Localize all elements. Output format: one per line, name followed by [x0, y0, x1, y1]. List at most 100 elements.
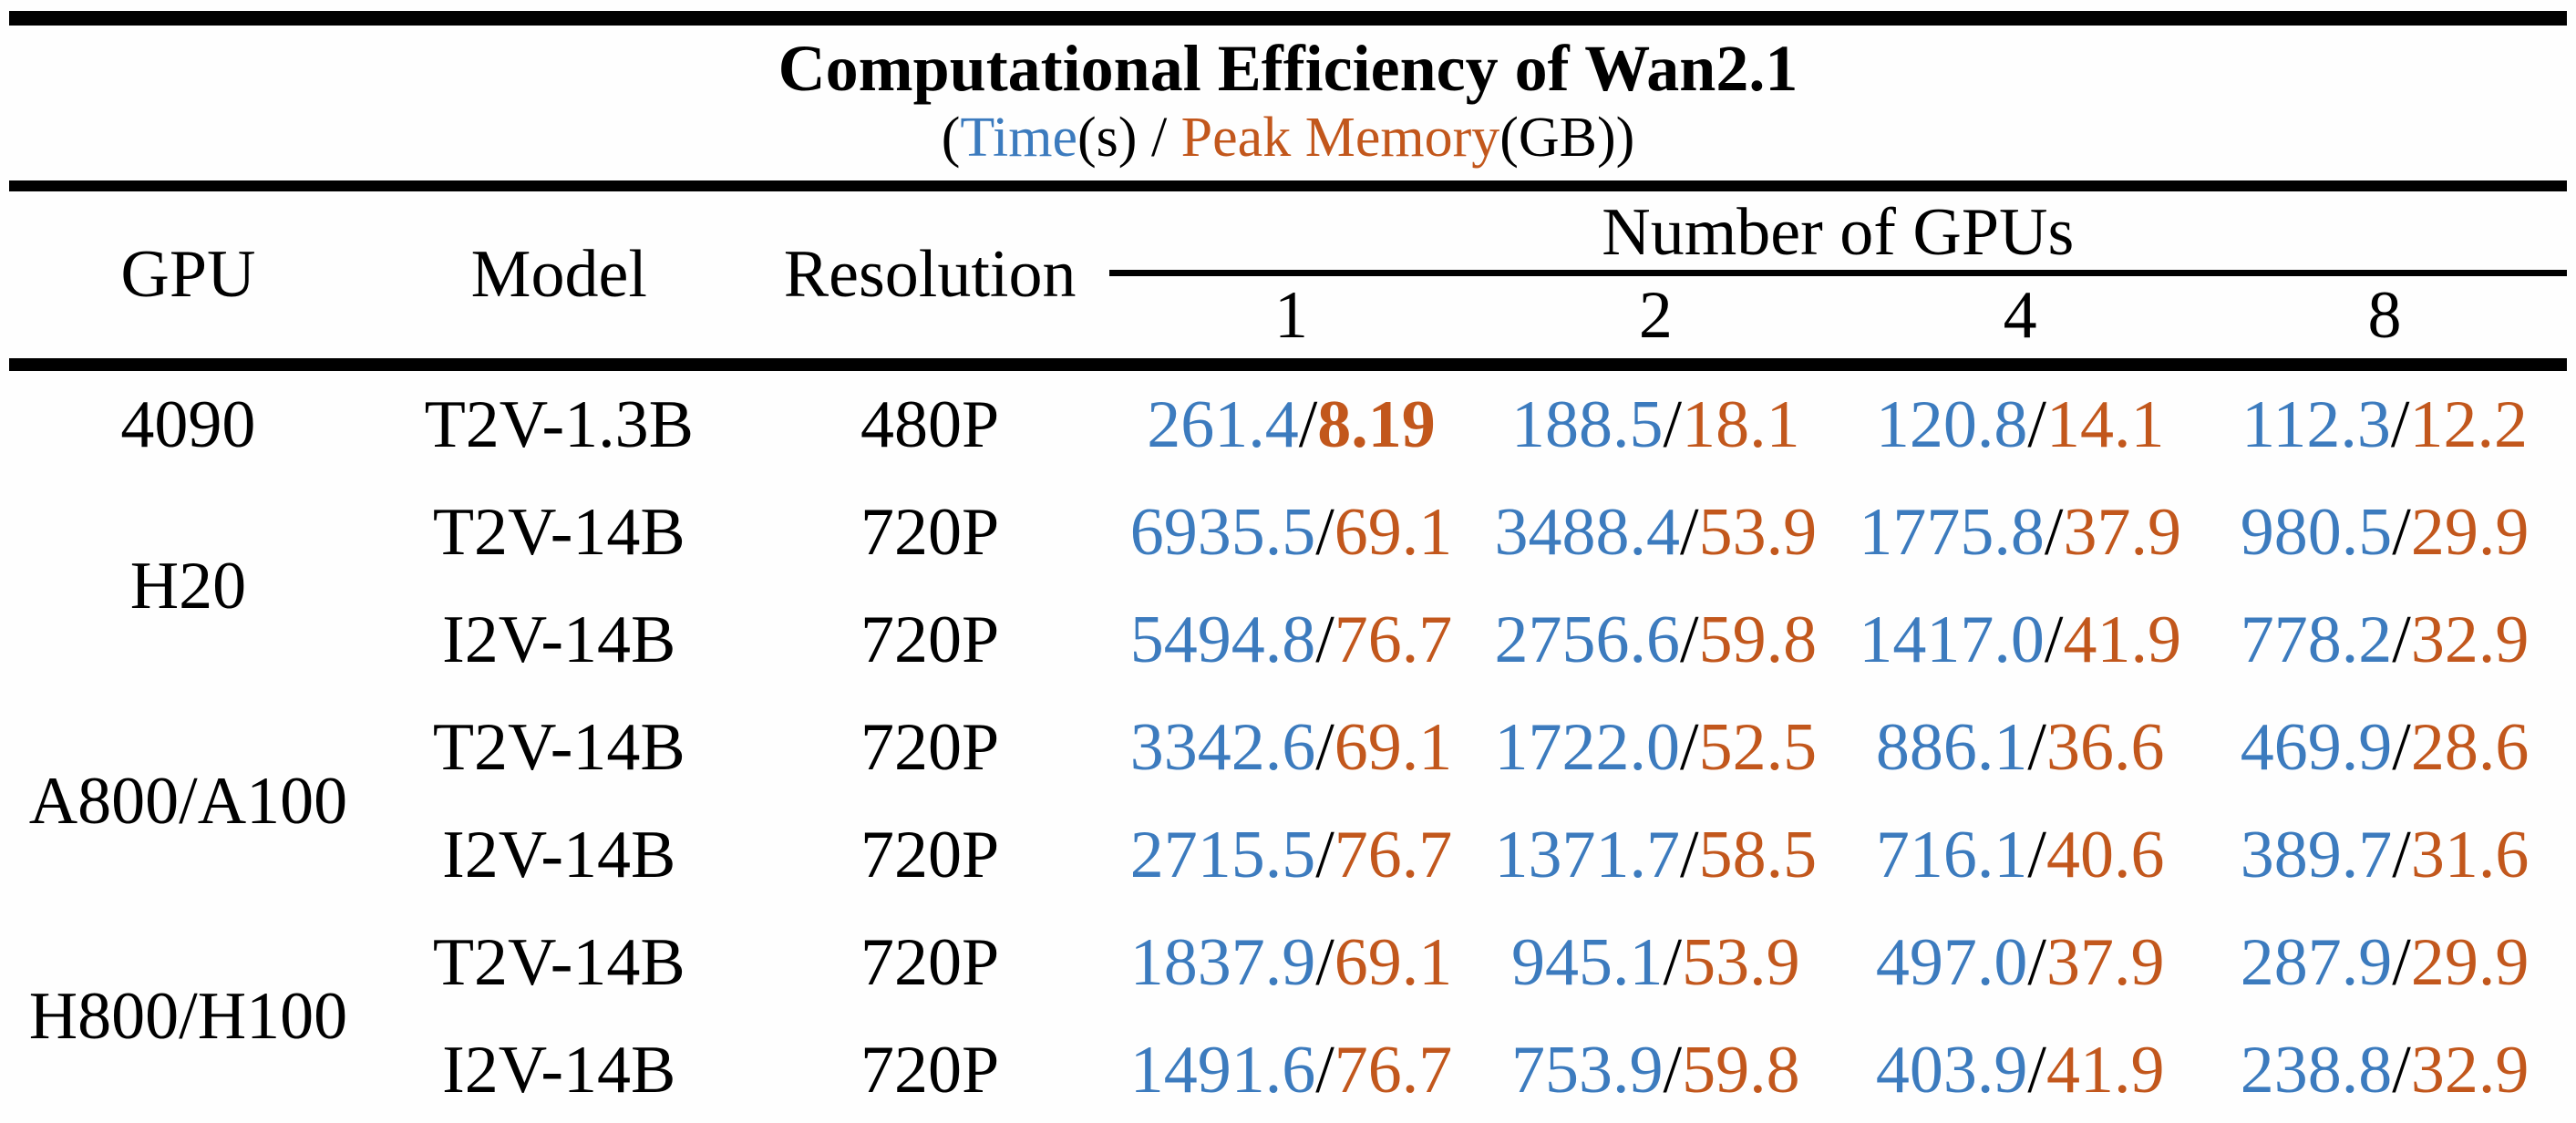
slash-separator: / [2392, 602, 2411, 677]
slash-separator: / [2027, 817, 2046, 892]
metric-cell: 753.9/59.8 [1473, 1016, 1838, 1123]
time-value: 3342.6 [1129, 709, 1316, 785]
memory-value: 40.6 [2045, 817, 2165, 892]
col-header-resolution: Resolution [750, 185, 1109, 371]
slash-separator: / [1680, 494, 1699, 570]
metric-cell: 3342.6/69.1 [1109, 694, 1474, 801]
metric-cell: 112.3/12.2 [2202, 365, 2567, 479]
slash-separator: / [2044, 494, 2064, 570]
gpu-cell: 4090 [120, 386, 256, 462]
memory-value: 69.1 [1334, 924, 1453, 1000]
time-value: 6935.5 [1129, 494, 1316, 570]
time-unit: (s) [1077, 106, 1138, 169]
memory-value: 31.6 [2410, 817, 2530, 892]
slash-separator: / [2027, 709, 2046, 785]
memory-value: 69.1 [1334, 494, 1453, 570]
slash-separator: / [1298, 386, 1318, 462]
slash-separator: / [1663, 386, 1683, 462]
col-header-gpus-8: 8 [2202, 273, 2567, 371]
time-value: 1837.9 [1129, 924, 1316, 1000]
resolution-cell: 720P [860, 817, 1000, 892]
table-body: 4090 T2V-1.3B 480P 261.4/8.19 188.5/18.1 120.… [9, 365, 2567, 1123]
memory-value: 41.9 [2063, 602, 2181, 677]
time-value: 1371.7 [1494, 817, 1681, 892]
resolution-cell: 720P [860, 924, 1000, 1000]
time-value: 389.7 [2240, 817, 2393, 892]
memory-value: 53.9 [1698, 494, 1818, 570]
model-cell: T2V-1.3B [424, 386, 694, 462]
slash-separator: / [2392, 709, 2411, 785]
time-value: 980.5 [2240, 494, 2393, 570]
table-title: Computational Efficiency of Wan2.1 [778, 32, 1798, 105]
col-header-gpus-2: 2 [1473, 273, 1839, 371]
metric-cell: 886.1/36.6 [1838, 694, 2202, 801]
model-cell: T2V-14B [432, 494, 685, 570]
slash-separator: / [1680, 709, 1699, 785]
memory-value: 76.7 [1334, 602, 1453, 677]
model-cell: I2V-14B [442, 817, 676, 892]
metric-cell: 403.9/41.9 [1838, 1016, 2202, 1123]
memory-value: 37.9 [2045, 924, 2165, 1000]
time-value: 778.2 [2240, 602, 2393, 677]
time-value: 469.9 [2240, 709, 2393, 785]
slash-separator: / [1315, 709, 1334, 785]
memory-value: 18.1 [1682, 386, 1800, 462]
subtitle-separator: / [1137, 106, 1181, 169]
slash-separator: / [1315, 494, 1334, 570]
time-label: Time [960, 106, 1078, 169]
col-header-gpu: GPU [9, 185, 367, 371]
slash-separator: / [2044, 602, 2064, 677]
memory-value: 59.8 [1682, 1032, 1800, 1108]
slash-separator: / [2027, 386, 2046, 462]
slash-separator: / [1315, 817, 1334, 892]
slash-separator: / [1663, 1032, 1683, 1108]
metric-cell: 2756.6/59.8 [1473, 586, 1838, 694]
metric-cell: 5494.8/76.7 [1109, 586, 1474, 694]
memory-value: 32.9 [2410, 602, 2530, 677]
time-value: 753.9 [1511, 1032, 1664, 1108]
model-cell: T2V-14B [432, 709, 685, 785]
time-value: 403.9 [1875, 1032, 2028, 1108]
memory-value: 76.7 [1334, 817, 1453, 892]
time-value: 945.1 [1511, 924, 1664, 1000]
metric-cell: 497.0/37.9 [1838, 909, 2202, 1016]
resolution-cell: 720P [860, 602, 1000, 677]
slash-separator: / [1680, 602, 1699, 677]
time-value: 497.0 [1875, 924, 2028, 1000]
memory-value: 59.8 [1698, 602, 1818, 677]
gpu-cell: H800/H100 [28, 978, 348, 1054]
col-header-model: Model [366, 185, 751, 371]
table-row: I2V-14B 720P 1491.6/76.7 753.9/59.8 403.9/41… [9, 1016, 2567, 1123]
slash-separator: / [1680, 817, 1699, 892]
subtitle-close-paren: ) [1615, 106, 1635, 169]
metric-cell: 287.9/29.9 [2202, 909, 2567, 1016]
model-cell: T2V-14B [432, 924, 685, 1000]
memory-value: 41.9 [2045, 1032, 2165, 1108]
slash-separator: / [1315, 924, 1334, 1000]
slash-separator: / [2392, 817, 2411, 892]
metric-cell: 469.9/28.6 [2202, 694, 2567, 801]
memory-value: 8.19 [1317, 386, 1436, 462]
table-row: H20 T2V-14B 720P 6935.5/69.1 3488.4/53.9 1775… [9, 479, 2567, 620]
memory-value: 37.9 [2063, 494, 2181, 570]
metric-cell: 1417.0/41.9 [1838, 586, 2202, 694]
time-value: 1722.0 [1494, 709, 1681, 785]
gpu-cell: H20 [129, 548, 247, 623]
col-header-gpus-1: 1 [1108, 273, 1474, 371]
table-row: I2V-14B 720P 5494.8/76.7 2756.6/59.8 1417.0/… [9, 586, 2567, 694]
slash-separator: / [1663, 924, 1683, 1000]
metric-cell: 778.2/32.9 [2202, 586, 2567, 694]
metric-cell: 261.4/8.19 [1109, 365, 1474, 479]
metric-cell: 945.1/53.9 [1473, 909, 1838, 1016]
time-value: 188.5 [1511, 386, 1664, 462]
slash-separator: / [2392, 494, 2411, 570]
table-subtitle: (Time(s) / Peak Memory(GB)) [9, 109, 2567, 166]
resolution-cell: 720P [860, 494, 1000, 570]
col-header-gpus-4: 4 [1838, 273, 2203, 371]
metric-cell: 2715.5/76.7 [1109, 801, 1474, 909]
slash-separator: / [2392, 1032, 2411, 1108]
memory-value: 69.1 [1334, 709, 1453, 785]
memory-value: 32.9 [2410, 1032, 2530, 1108]
metric-cell: 1722.0/52.5 [1473, 694, 1838, 801]
header-row-groups: GPU Model Resolution Number of GPUs [9, 185, 2567, 371]
